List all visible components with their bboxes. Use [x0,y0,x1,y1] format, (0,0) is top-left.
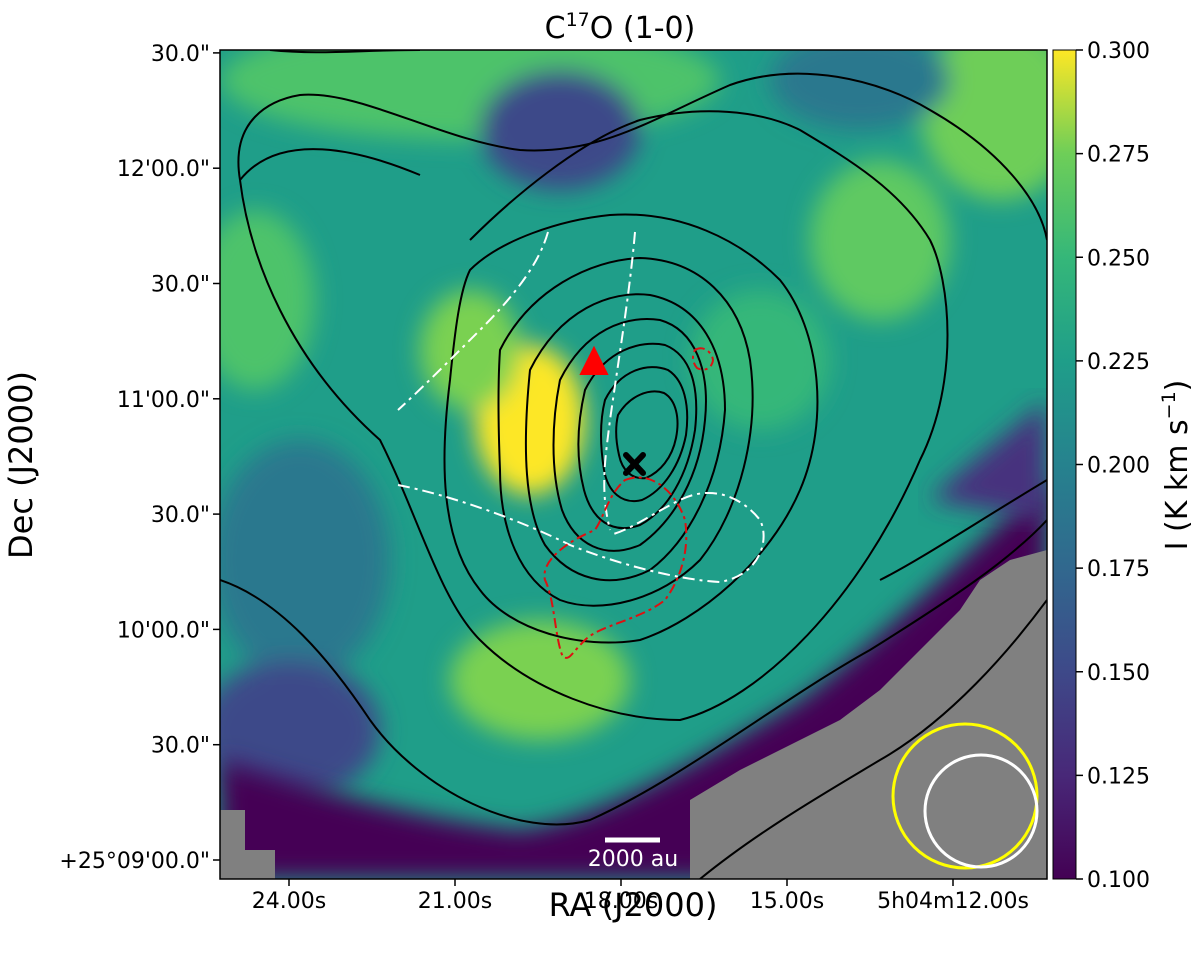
contours [220,50,1047,879]
colorbar-tick-label: 0.225 [1087,350,1150,375]
colorbar-tick-label: 0.300 [1087,39,1150,64]
y-axis-label: Dec (J2000) [2,371,40,559]
x-tick-label: 18.00s [584,889,658,914]
colorbar-tick-label: 0.275 [1087,143,1150,168]
chart-title: C17O (1-0) [545,9,696,46]
colorbar-ticks: 0.100 0.125 0.150 0.175 0.200 0.225 0.250 0.275… [1076,39,1150,893]
colorbar-tick-label: 0.175 [1087,557,1150,582]
colorbar-label: I (K km s−1) [1158,380,1195,551]
x-tick-label: 24.00s [252,889,326,914]
dust-peak-x-marker [623,452,646,476]
x-axis: 24.00s 21.00s 18.00s 15.00s 5h04m12.00s [252,879,1029,914]
white-regions [397,231,765,584]
y-tick-label: 30.0" [151,42,210,67]
colorbar [1052,49,1077,880]
beam-small-circle [923,753,1039,869]
colorbar-tick-label: 0.200 [1087,454,1150,479]
plot-frame [219,49,1048,880]
red-regions [543,347,715,659]
intensity-map: 2000 au [220,50,1047,879]
x-tick-label: 5h04m12.00s [877,889,1029,914]
colorbar-tick-label: 0.150 [1087,661,1150,686]
beam-large-circle [891,722,1039,870]
y-tick-label: 10'00.0" [117,618,210,643]
scale-bar-label: 2000 au [588,847,678,872]
y-tick-label: 30.0" [151,503,210,528]
colorbar-tick-label: 0.100 [1087,868,1150,893]
y-tick-label: 12'00.0" [117,157,210,182]
y-tick-label: 30.0" [151,734,210,759]
x-tick-label: 15.00s [750,889,824,914]
x-axis-label: RA (J2000) [549,886,718,924]
colorbar-tick-label: 0.250 [1087,246,1150,271]
y-tick-label: 30.0" [151,273,210,298]
y-tick-label: 11'00.0" [117,388,210,413]
y-tick-label: +25°09'00.0" [59,849,210,874]
y-axis: +25°09'00.0" 30.0" 10'00.0" 30.0" 11'00.0" 30… [59,42,220,874]
source-triangle-marker [579,345,609,375]
x-tick-label: 21.00s [418,889,492,914]
colorbar-tick-label: 0.125 [1087,764,1150,789]
